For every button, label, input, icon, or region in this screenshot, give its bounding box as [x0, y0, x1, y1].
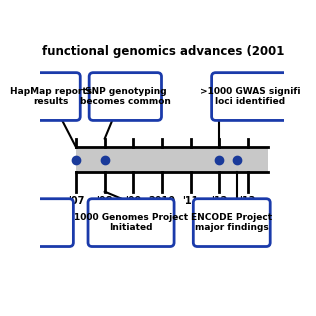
FancyBboxPatch shape	[22, 73, 80, 120]
Text: '08: '08	[96, 196, 113, 206]
Text: '09: '09	[125, 196, 142, 206]
Text: '07: '07	[68, 196, 84, 206]
Text: ENCODE Project
major findings: ENCODE Project major findings	[191, 213, 272, 232]
FancyBboxPatch shape	[88, 199, 174, 246]
FancyBboxPatch shape	[24, 199, 73, 246]
Text: 1000 Genomes Project
Initiated: 1000 Genomes Project Initiated	[74, 213, 188, 232]
Text: SNP genotyping
becomes common: SNP genotyping becomes common	[80, 87, 171, 106]
Text: '11: '11	[182, 196, 199, 206]
Text: '12: '12	[211, 196, 227, 206]
Text: 2010: 2010	[149, 196, 175, 206]
Text: '13: '13	[240, 196, 256, 206]
FancyBboxPatch shape	[76, 147, 268, 172]
FancyBboxPatch shape	[89, 73, 161, 120]
Text: >1000 GWAS signifi
loci identified: >1000 GWAS signifi loci identified	[200, 87, 300, 106]
FancyBboxPatch shape	[193, 199, 270, 246]
Text: functional genomics advances (2001 - prese: functional genomics advances (2001 - pre…	[42, 45, 316, 58]
FancyBboxPatch shape	[212, 73, 289, 120]
Text: HapMap reports
results: HapMap reports results	[10, 87, 92, 106]
